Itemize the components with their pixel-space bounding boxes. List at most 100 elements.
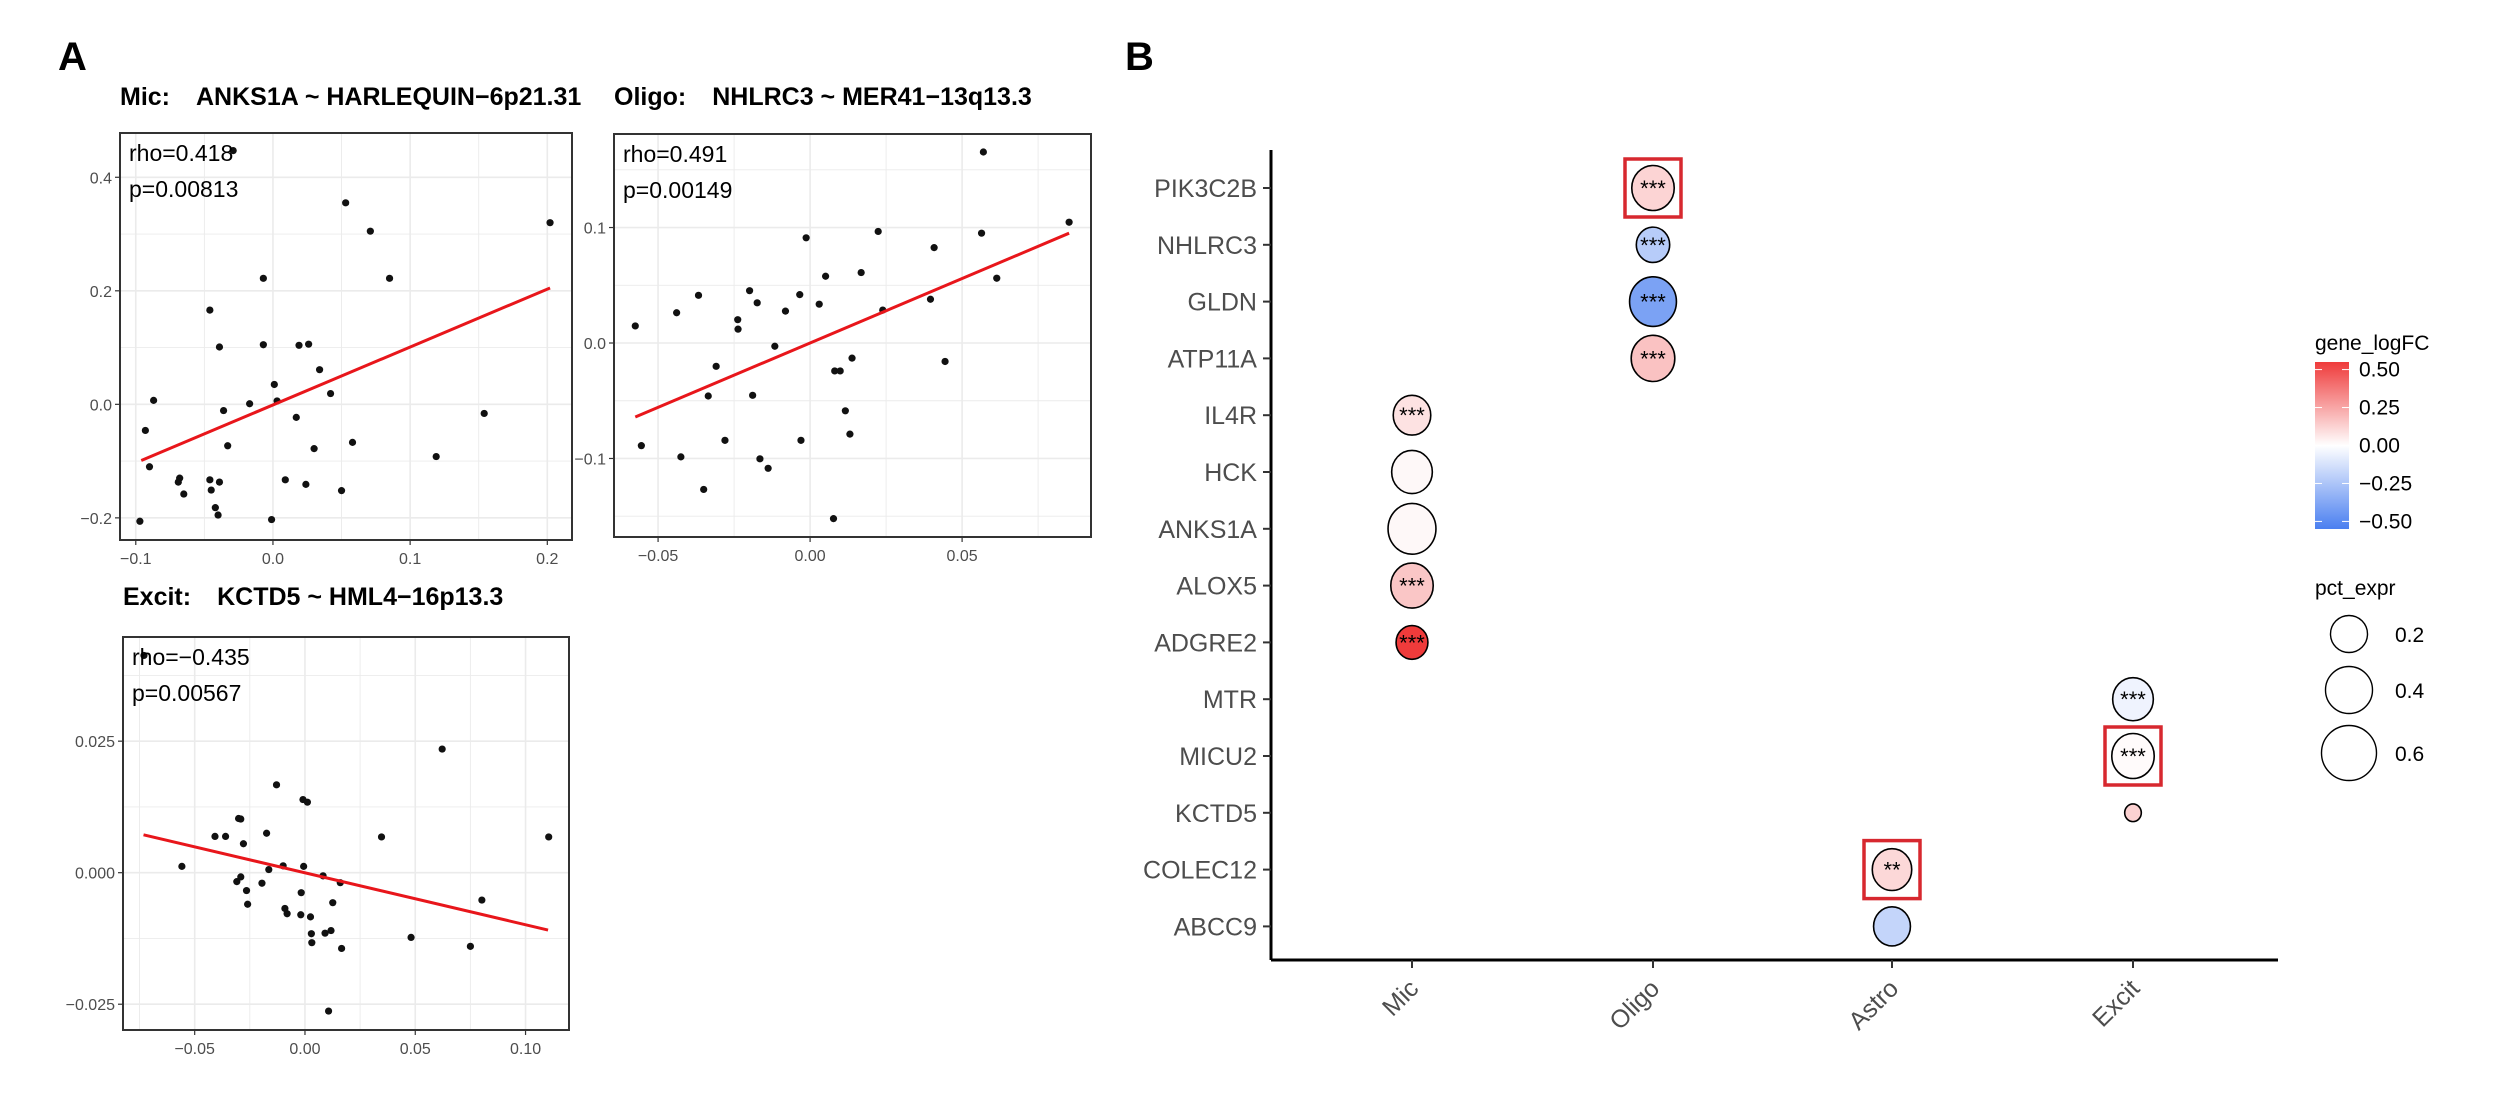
data-point: [734, 325, 742, 333]
expression-dot: [1395, 624, 1429, 661]
data-point: [259, 341, 267, 349]
expression-dot: [1387, 502, 1437, 555]
x-tick-label: 0.05: [400, 1041, 431, 1058]
data-point: [141, 426, 149, 435]
data-point: [721, 436, 729, 444]
gene-label: ALOX5: [1176, 573, 1257, 601]
y-tick-label: −0.025: [66, 997, 115, 1014]
data-point: [815, 300, 823, 308]
data-point: [677, 453, 685, 461]
data-point: [764, 464, 772, 472]
data-point: [281, 476, 289, 484]
gene-label: ANKS1A: [1158, 516, 1257, 544]
data-point: [874, 227, 882, 236]
gene-label: GLDN: [1188, 289, 1257, 317]
data-point: [329, 899, 337, 907]
gene-label: HCK: [1204, 459, 1257, 487]
colorbar-label: 0.25: [2359, 397, 2400, 420]
data-point: [237, 815, 245, 823]
dot-anks1a: [1387, 502, 1437, 555]
gene-label: IL4R: [1204, 402, 1257, 430]
data-point: [337, 944, 346, 953]
data-point: [270, 380, 278, 389]
x-tick-label: 0.2: [536, 551, 558, 568]
data-point: [305, 340, 313, 348]
data-point: [545, 833, 553, 841]
highlight-box: [1623, 157, 1683, 219]
data-point: [321, 929, 329, 937]
data-point: [283, 910, 291, 918]
significance-label: ***: [2120, 687, 2146, 712]
dot-mtr: ***: [2111, 676, 2155, 722]
significance-label: ***: [1640, 290, 1666, 315]
data-point: [480, 409, 488, 418]
data-point: [930, 244, 938, 252]
significance-label: ***: [1640, 233, 1666, 258]
data-point: [140, 651, 148, 660]
x-tick-label: −0.05: [174, 1041, 215, 1058]
data-point: [326, 389, 335, 398]
size-legend-title: pct_expr: [2315, 577, 2396, 600]
p-value-annotation: p=0.00813: [129, 176, 238, 202]
data-point: [631, 322, 639, 330]
significance-label: ***: [2120, 744, 2146, 769]
x-tick-label: 0.10: [510, 1041, 541, 1058]
title-cell-type: Excit:: [123, 583, 191, 611]
data-point: [941, 357, 949, 366]
data-point: [215, 343, 224, 351]
p-value-annotation: p=0.00567: [132, 680, 241, 706]
expression-dot: [1390, 449, 1434, 495]
plot-title: Oligo: NHLRC3 ~ MER41−13q13.3: [614, 83, 1032, 111]
data-point: [756, 455, 764, 463]
data-point: [348, 438, 357, 446]
data-point: [259, 274, 267, 282]
data-point: [150, 396, 158, 404]
significance-label: ***: [1640, 176, 1666, 201]
scatter-panel-mic: Mic: ANKS1A ~ HARLEQUIN−6p21.31 −0.1 0.0 0.1…: [80, 83, 581, 568]
data-point: [734, 316, 742, 324]
data-point: [239, 840, 248, 848]
data-point: [846, 430, 854, 438]
data-point: [174, 478, 182, 486]
data-point: [337, 487, 346, 495]
data-point: [221, 832, 230, 840]
rho-annotation: rho=0.418: [129, 140, 233, 166]
y-tick-label: 0.2: [90, 284, 112, 301]
dot-micu2: ***: [2103, 725, 2163, 787]
data-point: [246, 400, 254, 408]
x-tick-label: 0.1: [399, 551, 421, 568]
dot-adgre2: ***: [1395, 624, 1429, 661]
data-point: [297, 889, 305, 897]
rho-annotation: rho=−0.435: [132, 644, 250, 670]
data-point: [292, 413, 300, 421]
data-point: [749, 391, 757, 399]
data-point: [673, 309, 681, 317]
highlight-box: [2103, 725, 2163, 787]
data-point: [926, 295, 935, 303]
size-legend-label: 0.6: [2395, 743, 2424, 766]
data-point: [219, 406, 228, 415]
rho-annotation: rho=0.491: [623, 141, 727, 167]
data-point: [407, 933, 415, 942]
data-point: [712, 362, 720, 370]
y-tick-label: 0.025: [75, 734, 115, 751]
data-point: [211, 504, 219, 512]
data-point: [229, 146, 237, 155]
x-tick-label: 0.0: [262, 551, 284, 568]
data-point: [432, 452, 440, 461]
x-tick-label: 0.00: [795, 548, 826, 565]
y-tick-label: 0.0: [90, 397, 112, 414]
x-tick-label: 0.00: [289, 1041, 320, 1058]
highlight-box: [1862, 838, 1922, 901]
data-point: [745, 287, 754, 295]
title-gene-pair: NHLRC3 ~ MER41−13q13.3: [712, 83, 1032, 111]
gene-label: COLEC12: [1143, 857, 1257, 885]
scatter-panel-oligo: Oligo: NHLRC3 ~ MER41−13q13.3 −0.05 0.00 0.0…: [574, 83, 1092, 565]
expression-dot: [2111, 676, 2155, 722]
dot-abcc9: [1872, 906, 1912, 947]
significance-label: ***: [1399, 403, 1425, 428]
dot-gldn: ***: [1628, 275, 1678, 328]
panel-border: [613, 133, 1092, 538]
panel-border: [119, 132, 573, 541]
